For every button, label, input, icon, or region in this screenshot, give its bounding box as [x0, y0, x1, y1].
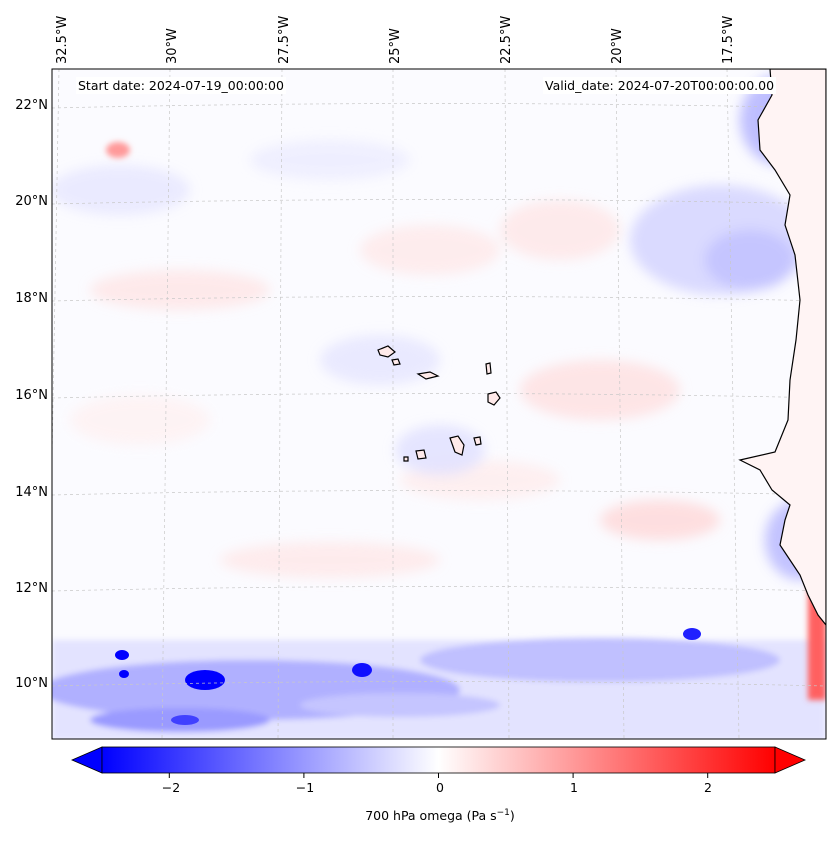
lat-tick-label: 20°N	[15, 194, 48, 209]
parallel-line	[52, 490, 826, 496]
lon-tick-label: 20°W	[610, 28, 625, 64]
colorbar-tick-marks	[168, 773, 709, 778]
colorbar-title-text: 700 hPa omega (Pa s	[365, 808, 497, 824]
meridian-line	[161, 69, 171, 739]
meridian-line	[615, 69, 625, 739]
lon-tick-label: 25°W	[388, 28, 403, 64]
meridian-line	[726, 69, 740, 739]
parallel-line	[52, 393, 826, 399]
lat-tick-label: 22°N	[15, 98, 48, 113]
lon-tick-label: 22.5°W	[499, 15, 514, 64]
lat-tick-label: 14°N	[15, 485, 48, 500]
island-maio	[473, 436, 482, 446]
colorbar-title-exponent: −1	[496, 808, 510, 818]
omega-field	[52, 69, 826, 739]
africa-coastline	[738, 69, 826, 626]
parallel-line	[52, 103, 826, 109]
parallel-line	[52, 296, 826, 302]
lon-tick-label: 32.5°W	[55, 15, 70, 64]
meridian-line	[277, 69, 283, 739]
ascent-cell	[185, 670, 225, 690]
ascent-cell	[352, 663, 372, 677]
island-santiago	[449, 435, 465, 456]
parallel-line	[52, 681, 826, 687]
lat-tick-label: 16°N	[15, 388, 48, 403]
island-sao-nicolau	[416, 371, 440, 380]
colorbar-tick-label: −2	[161, 780, 181, 795]
colorbar-title-close: )	[509, 808, 515, 824]
colorbar-body	[101, 746, 776, 774]
lon-tick-label: 17.5°W	[721, 15, 736, 64]
meridian-line	[504, 69, 510, 739]
colorbar-tick-label: 1	[570, 780, 578, 795]
ascent-cell	[171, 715, 199, 725]
ascent-cell	[119, 670, 129, 678]
island-santo-antao	[377, 345, 396, 358]
map-frame	[51, 68, 827, 740]
start-date-label: Start date: 2024-07-19_00:00:00	[76, 77, 286, 94]
ascent-cell	[115, 650, 129, 660]
lon-tick-label: 27.5°W	[277, 15, 292, 64]
island-sal	[485, 362, 492, 375]
lat-tick-label: 10°N	[15, 676, 48, 691]
lon-tick-label: 30°W	[165, 28, 180, 64]
island-brava	[403, 456, 409, 462]
cabo-verde-islands	[377, 345, 501, 462]
parallel-line	[52, 199, 826, 205]
island-boa-vista	[487, 391, 501, 406]
graticule	[52, 69, 826, 739]
subsidence-cell	[106, 142, 130, 158]
colorbar-tick-label: 0	[436, 780, 444, 795]
island-fogo	[415, 449, 427, 460]
colorbar-extend-low	[70, 746, 103, 774]
valid-date-label: Valid_date: 2024-07-20T00:00:00.00	[543, 77, 777, 94]
parallel-line	[52, 586, 826, 592]
colorbar-extend-high	[774, 746, 807, 774]
lat-tick-label: 12°N	[15, 581, 48, 596]
island-sao-vicente	[391, 358, 401, 366]
colorbar-title: 700 hPa omega (Pa s−1)	[240, 808, 640, 823]
colorbar-tick-label: −1	[295, 780, 315, 795]
lat-tick-label: 18°N	[15, 291, 48, 306]
colorbar	[70, 746, 807, 778]
colorbar-tick-label: 2	[704, 780, 712, 795]
ascent-cell	[683, 628, 701, 640]
